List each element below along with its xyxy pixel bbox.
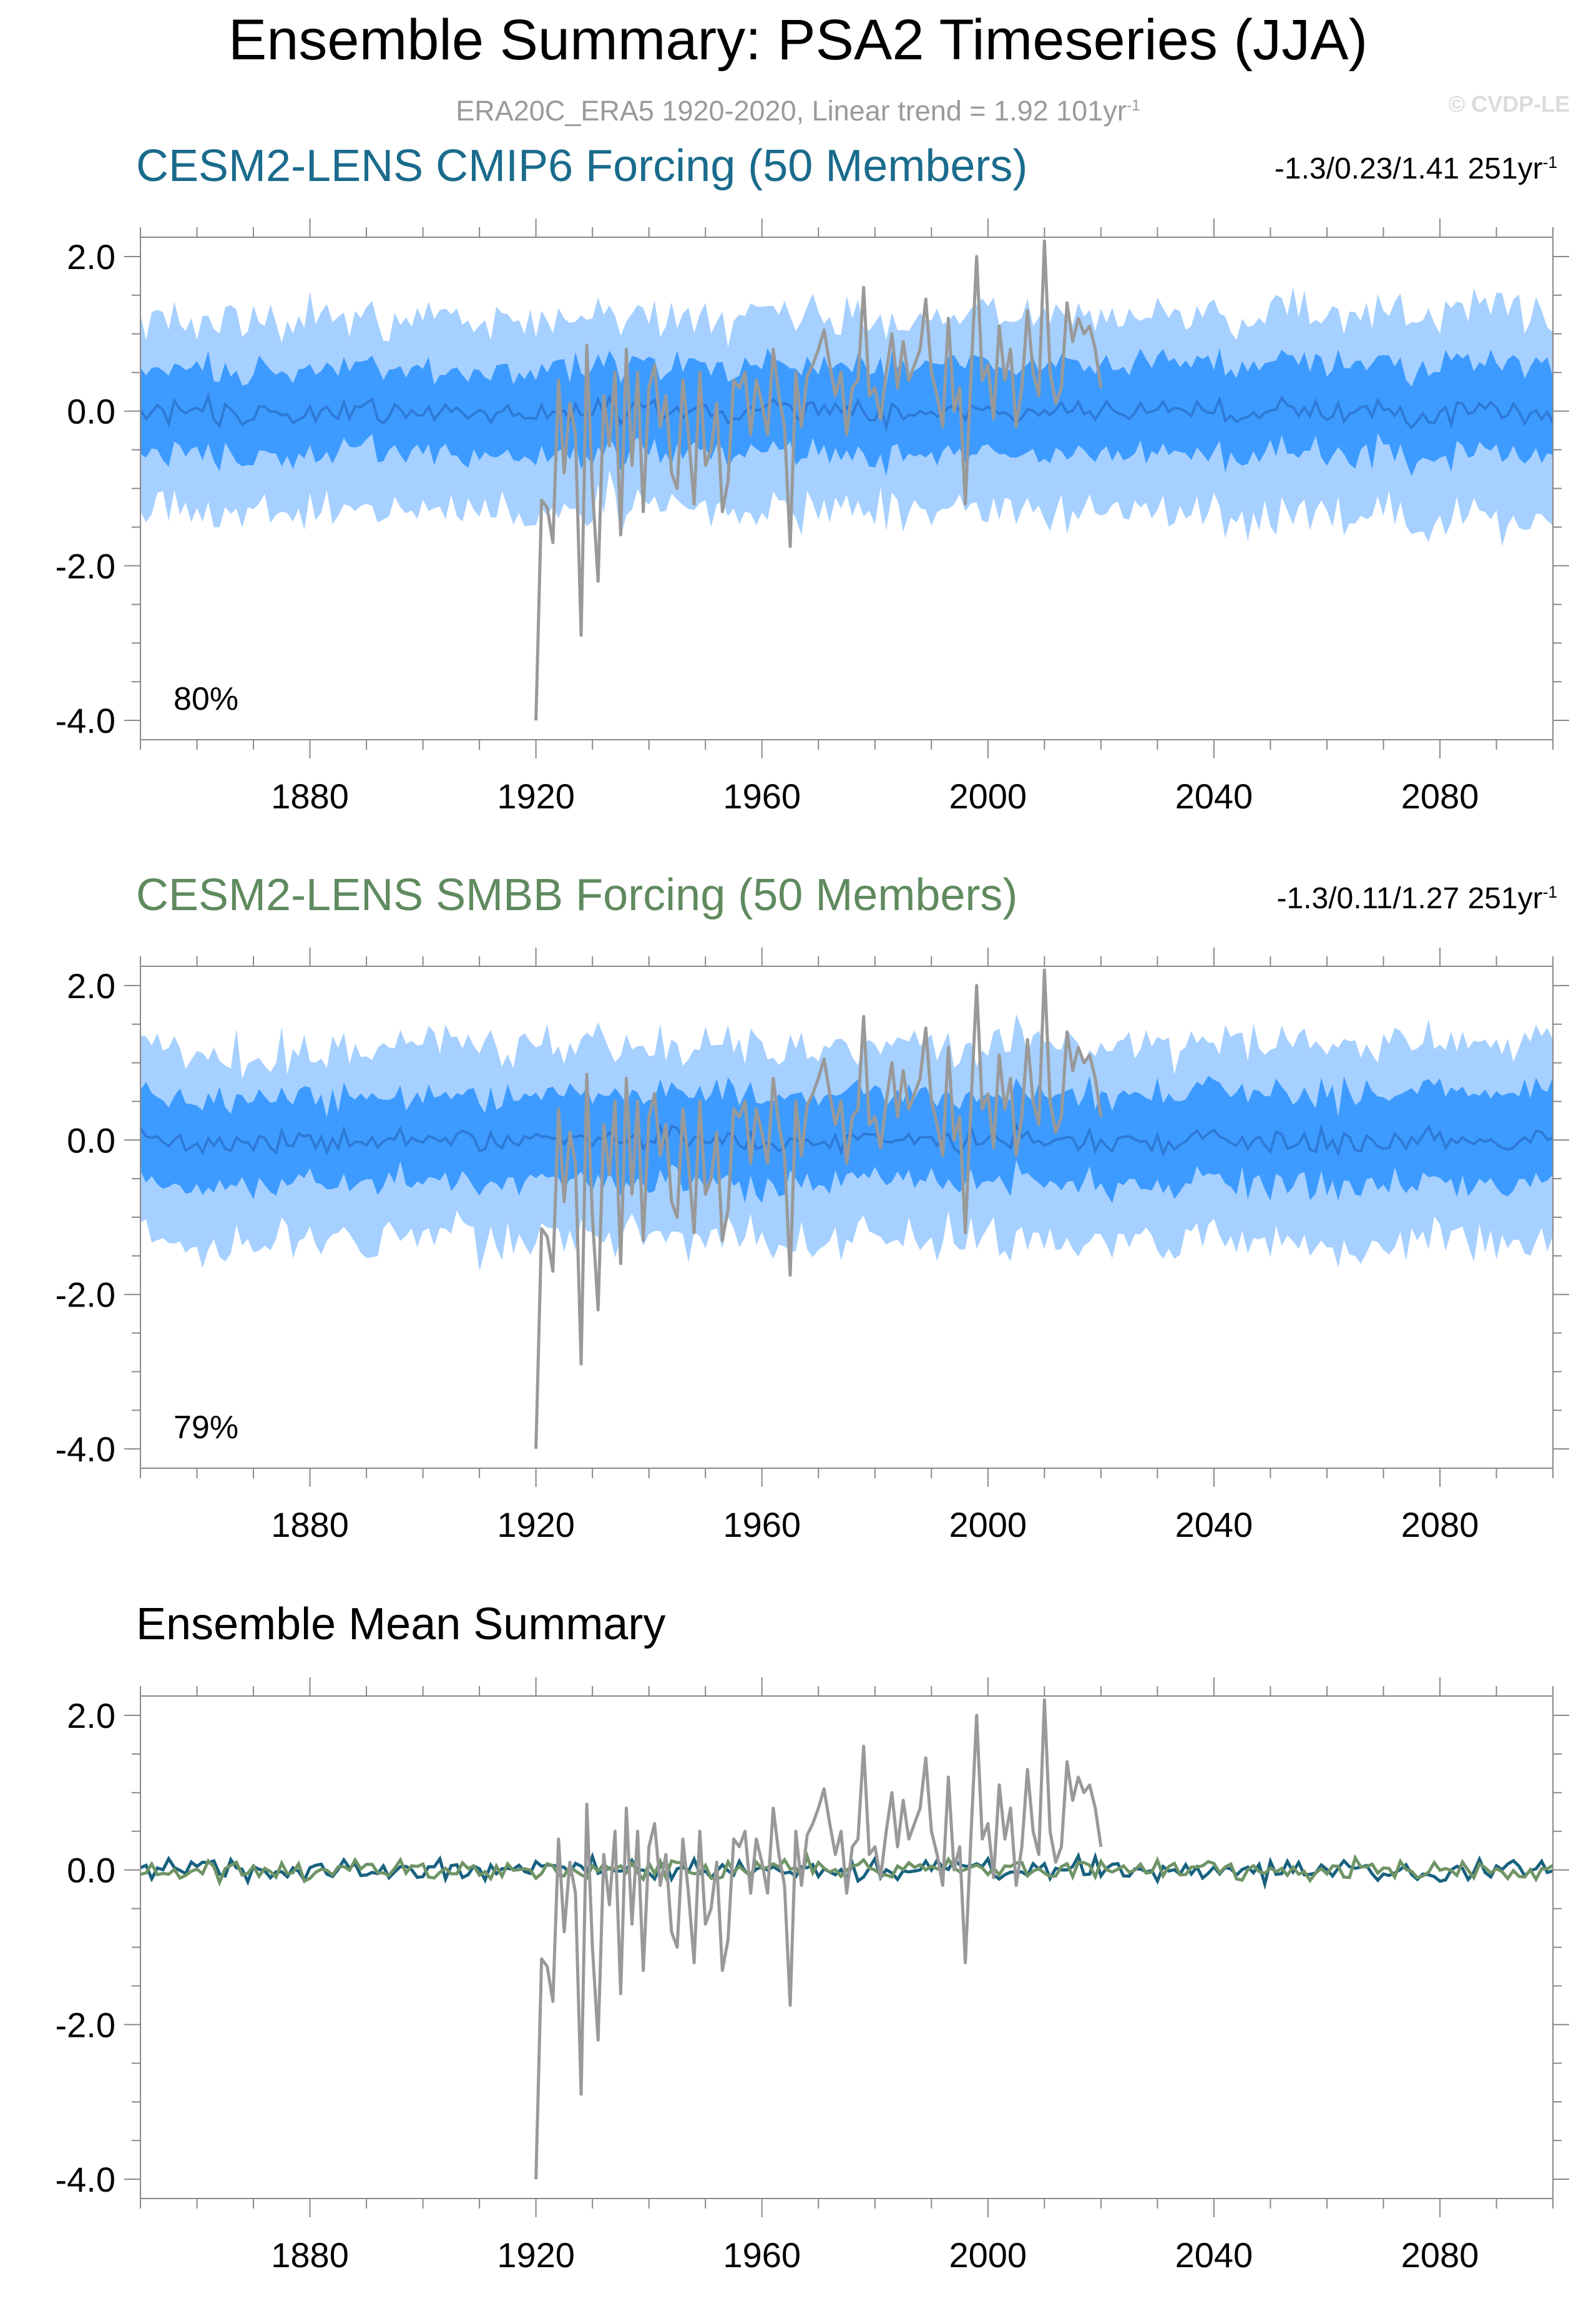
- x-tick-label-cmip6: 1960: [723, 777, 801, 816]
- x-tick-label-mean: 1960: [723, 2235, 801, 2275]
- plot-smbb: 1880 1920 1960 2000 2040 2080 -4.0 -2.0 0.0 2.0 79…: [56, 948, 1569, 1544]
- plot-cmip6: 1880 1920 1960 2000 2040 2080 -4.0 -2.0 0.0 2.0 80…: [56, 218, 1569, 816]
- ensemble-mean-line-cmip6: [139, 391, 1554, 433]
- x-tick-label-smbb: 1880: [271, 1505, 349, 1544]
- plot-frame-mean: [140, 1695, 1554, 2199]
- range-superscript-cmip6: -1: [1542, 153, 1557, 172]
- percent-annotation-cmip6: 80%: [174, 681, 238, 717]
- panel-title-mean: Ensemble Mean Summary: [136, 1599, 666, 1649]
- range-text-smbb: -1.3/0.11/1.27 251yr-1: [1276, 884, 1557, 914]
- panel-title-cmip6: CESM2-LENS CMIP6 Forcing (50 Members): [136, 141, 1028, 191]
- y-tick-label-cmip6: 0.0: [67, 392, 115, 431]
- x-tick-label-mean: 2080: [1401, 2235, 1479, 2275]
- chart-title: Ensemble Summary: PSA2 Timeseries (JJA): [228, 8, 1368, 72]
- x-tick-label-cmip6: 2040: [1175, 777, 1253, 816]
- x-tick-label-smbb: 2040: [1175, 1505, 1253, 1544]
- y-tick-label-smbb: -4.0: [56, 1429, 116, 1469]
- x-tick-label-mean: 2000: [949, 2235, 1027, 2275]
- range-superscript-smbb: -1: [1542, 883, 1557, 901]
- range-value-cmip6: -1.3/0.23/1.41 251yr: [1274, 152, 1543, 185]
- percent-annotation-smbb: 79%: [174, 1409, 238, 1446]
- x-tick-label-smbb: 1960: [723, 1505, 801, 1544]
- x-tick-label-cmip6: 2080: [1401, 777, 1479, 816]
- x-tick-label-smbb: 2000: [949, 1505, 1027, 1544]
- band-inner-cmip6: [140, 348, 1553, 476]
- x-tick-label-mean: 1920: [497, 2235, 575, 2275]
- y-tick-label-mean: 2.0: [67, 1696, 115, 1735]
- x-tick-label-cmip6: 1920: [497, 777, 575, 816]
- x-tick-label-mean: 1880: [271, 2235, 349, 2275]
- observations-subtitle-superscript: -1: [1126, 97, 1140, 114]
- y-tick-label-mean: 0.0: [67, 1851, 115, 1890]
- y-tick-label-mean: -4.0: [56, 2160, 116, 2199]
- y-tick-label-cmip6: -2.0: [56, 546, 116, 586]
- observations-subtitle: ERA20C_ERA5 1920-2020, Linear trend = 1.…: [0, 95, 1596, 127]
- x-tick-label-mean: 2040: [1175, 2235, 1253, 2275]
- panel-title-smbb: CESM2-LENS SMBB Forcing (50 Members): [136, 870, 1018, 920]
- y-tick-label-cmip6: 2.0: [67, 237, 115, 277]
- observations-line-mean: [534, 1698, 1103, 2180]
- observations-subtitle-text: ERA20C_ERA5 1920-2020, Linear trend = 1.…: [456, 95, 1127, 127]
- y-tick-label-smbb: -2.0: [56, 1275, 116, 1315]
- y-tick-label-smbb: 0.0: [67, 1120, 115, 1160]
- watermark-logo: © CVDP-LE: [1448, 91, 1570, 117]
- range-value-smbb: -1.3/0.11/1.27 251yr: [1276, 882, 1543, 915]
- range-text-cmip6: -1.3/0.23/1.41 251yr-1: [1275, 154, 1557, 184]
- x-tick-label-smbb: 2080: [1401, 1505, 1479, 1544]
- ensemble-mean-line-smbb: [139, 1121, 1554, 1157]
- smbb-mean-line: [140, 1851, 1554, 1887]
- observations-line-smbb: [534, 968, 1103, 1449]
- observations-line-cmip6: [534, 239, 1103, 721]
- x-tick-label-cmip6: 1880: [271, 777, 349, 816]
- plot-mean: 1880 1920 1960 2000 2040 2080 -4.0 -2.0 0.0 2.0: [56, 1677, 1569, 2275]
- y-tick-label-smbb: 2.0: [67, 966, 115, 1006]
- y-tick-label-mean: -2.0: [56, 2005, 116, 2044]
- x-tick-label-smbb: 1920: [497, 1505, 575, 1544]
- y-tick-label-cmip6: -4.0: [56, 701, 116, 740]
- x-tick-label-cmip6: 2000: [949, 777, 1027, 816]
